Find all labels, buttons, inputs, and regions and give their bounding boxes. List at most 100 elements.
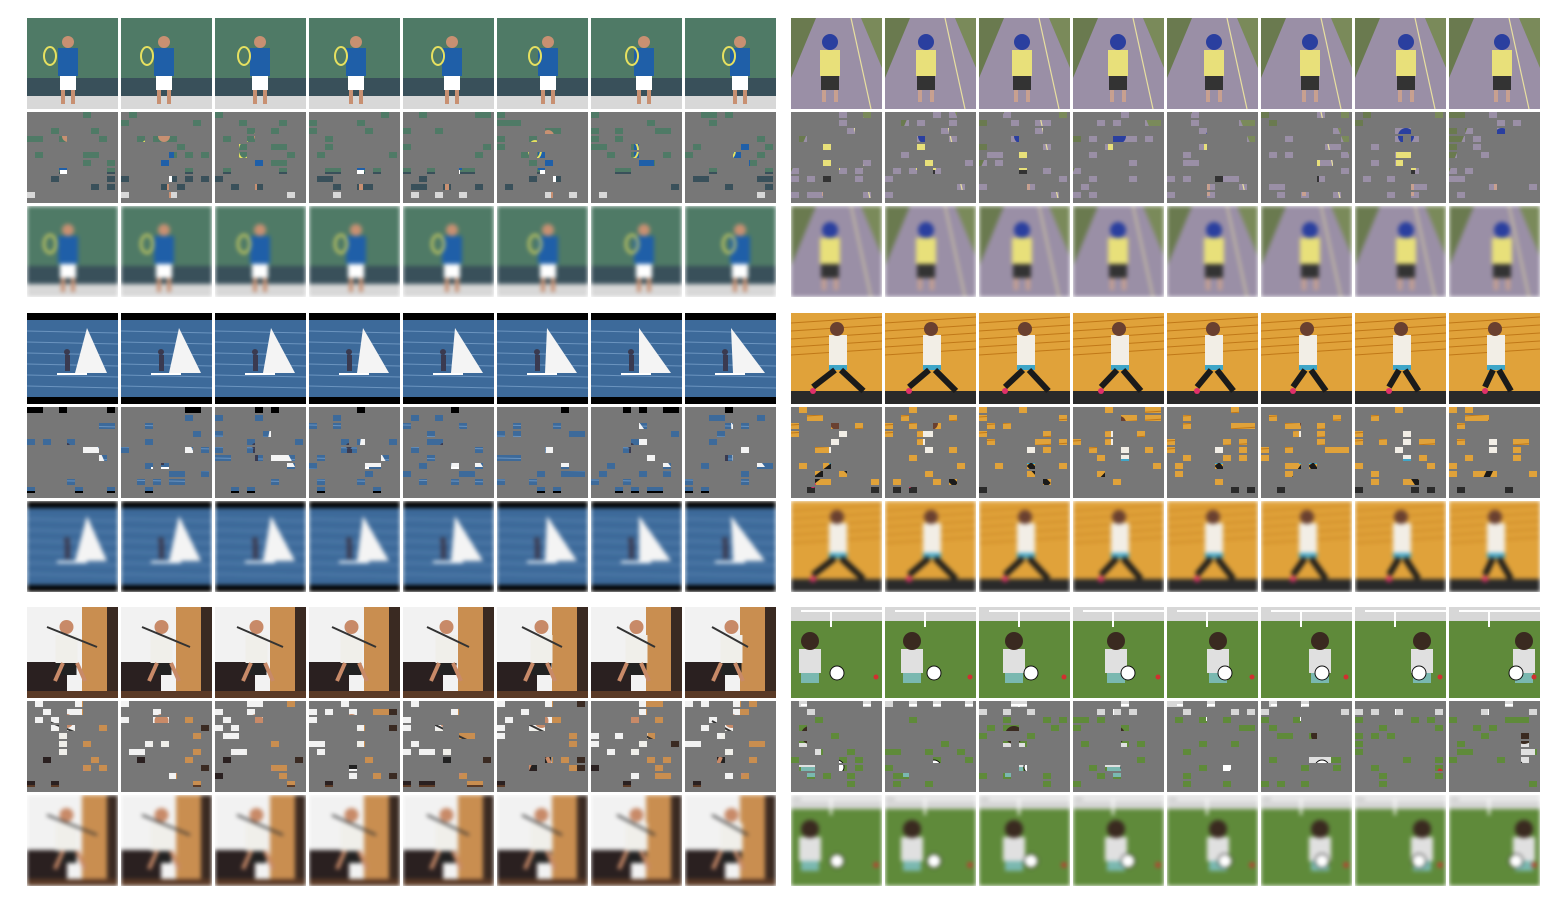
windsurf-masked-row: [27, 407, 777, 498]
racket-room-original-frame-6: [497, 607, 588, 698]
windsurf-reconstruction-frame-image: [591, 501, 682, 592]
runner-masked-frame-image: [1355, 112, 1446, 203]
runner-original-frame-image: [885, 18, 976, 109]
runner-reconstruction-frame-4: [1073, 206, 1164, 297]
tennis-reconstruction-frame-image: [591, 206, 682, 297]
soccer-kid-reconstruction-row: [791, 795, 1541, 886]
soccer-kid-original-frame-image: [1073, 607, 1164, 698]
soccer-kid-reconstruction-frame-image: [1449, 795, 1540, 886]
windsurf-original-frame-image: [27, 313, 118, 404]
runner-original-frame-8: [1449, 18, 1540, 109]
lunge-original-frame-2: [885, 313, 976, 404]
tennis-original-frame-6: [497, 18, 588, 109]
lunge-reconstruction-frame-5: [1167, 501, 1258, 592]
tennis-masked-row: [27, 112, 777, 203]
soccer-kid-masked-frame-3: [979, 701, 1070, 792]
lunge-original-frame-image: [979, 313, 1070, 404]
lunge-reconstruction-frame-3: [979, 501, 1070, 592]
racket-room-masked-frame-image: [121, 701, 212, 792]
runner-original-frame-7: [1355, 18, 1446, 109]
lunge-masked-frame-image: [979, 407, 1070, 498]
lunge-masked-frame-image: [791, 407, 882, 498]
racket-room-masked-frame-8: [685, 701, 776, 792]
tennis-masked-frame-8: [685, 112, 776, 203]
windsurf-masked-frame-1: [27, 407, 118, 498]
racket-room-masked-frame-image: [309, 701, 400, 792]
example-panel-runner: [791, 18, 1541, 297]
racket-room-masked-frame-4: [309, 701, 400, 792]
tennis-reconstruction-frame-image: [215, 206, 306, 297]
windsurf-original-frame-image: [215, 313, 306, 404]
runner-masked-row: [791, 112, 1541, 203]
lunge-original-frame-image: [1449, 313, 1540, 404]
runner-masked-frame-image: [1073, 112, 1164, 203]
lunge-masked-frame-1: [791, 407, 882, 498]
soccer-kid-reconstruction-frame-3: [979, 795, 1070, 886]
soccer-kid-reconstruction-frame-image: [1355, 795, 1446, 886]
lunge-masked-frame-image: [1449, 407, 1540, 498]
runner-reconstruction-frame-3: [979, 206, 1070, 297]
windsurf-reconstruction-frame-8: [685, 501, 776, 592]
tennis-reconstruction-frame-3: [215, 206, 306, 297]
soccer-kid-reconstruction-frame-2: [885, 795, 976, 886]
soccer-kid-original-frame-image: [1355, 607, 1446, 698]
soccer-kid-masked-frame-1: [791, 701, 882, 792]
tennis-original-frame-2: [121, 18, 212, 109]
racket-room-masked-frame-image: [403, 701, 494, 792]
runner-masked-frame-1: [791, 112, 882, 203]
tennis-masked-frame-image: [27, 112, 118, 203]
racket-room-reconstruction-frame-8: [685, 795, 776, 886]
windsurf-masked-frame-5: [403, 407, 494, 498]
runner-masked-frame-image: [791, 112, 882, 203]
runner-original-frame-image: [1167, 18, 1258, 109]
soccer-kid-masked-frame-4: [1073, 701, 1164, 792]
tennis-masked-frame-image: [403, 112, 494, 203]
tennis-masked-frame-image: [591, 112, 682, 203]
racket-room-original-frame-image: [121, 607, 212, 698]
runner-original-frame-image: [1449, 18, 1540, 109]
racket-room-original-frame-image: [215, 607, 306, 698]
racket-room-reconstruction-frame-2: [121, 795, 212, 886]
runner-reconstruction-frame-image: [1449, 206, 1540, 297]
lunge-masked-frame-2: [885, 407, 976, 498]
lunge-original-frame-image: [791, 313, 882, 404]
soccer-kid-reconstruction-frame-image: [791, 795, 882, 886]
lunge-masked-frame-6: [1261, 407, 1352, 498]
racket-room-original-frame-3: [215, 607, 306, 698]
tennis-masked-frame-image: [121, 112, 212, 203]
lunge-original-frame-image: [1167, 313, 1258, 404]
racket-room-masked-frame-2: [121, 701, 212, 792]
soccer-kid-reconstruction-frame-image: [1073, 795, 1164, 886]
racket-room-original-frame-image: [591, 607, 682, 698]
soccer-kid-reconstruction-frame-image: [1261, 795, 1352, 886]
soccer-kid-masked-frame-image: [1167, 701, 1258, 792]
soccer-kid-masked-frame-2: [885, 701, 976, 792]
lunge-reconstruction-frame-4: [1073, 501, 1164, 592]
lunge-masked-frame-4: [1073, 407, 1164, 498]
runner-masked-frame-image: [1261, 112, 1352, 203]
example-panel-soccer-kid: [791, 607, 1541, 886]
lunge-masked-frame-image: [1261, 407, 1352, 498]
racket-room-original-frame-8: [685, 607, 776, 698]
racket-room-reconstruction-frame-image: [591, 795, 682, 886]
soccer-kid-original-frame-7: [1355, 607, 1446, 698]
soccer-kid-masked-frame-7: [1355, 701, 1446, 792]
windsurf-masked-frame-image: [215, 407, 306, 498]
runner-masked-frame-image: [885, 112, 976, 203]
soccer-kid-original-frame-5: [1167, 607, 1258, 698]
runner-masked-frame-3: [979, 112, 1070, 203]
racket-room-masked-frame-6: [497, 701, 588, 792]
lunge-masked-frame-3: [979, 407, 1070, 498]
racket-room-masked-frame-image: [215, 701, 306, 792]
windsurf-original-frame-3: [215, 313, 306, 404]
runner-original-frame-3: [979, 18, 1070, 109]
lunge-reconstruction-frame-6: [1261, 501, 1352, 592]
soccer-kid-original-frame-8: [1449, 607, 1540, 698]
windsurf-original-frame-image: [685, 313, 776, 404]
tennis-masked-frame-7: [591, 112, 682, 203]
tennis-original-row: [27, 18, 777, 109]
runner-reconstruction-frame-image: [1167, 206, 1258, 297]
lunge-reconstruction-frame-image: [1073, 501, 1164, 592]
racket-room-reconstruction-frame-image: [309, 795, 400, 886]
lunge-original-frame-1: [791, 313, 882, 404]
